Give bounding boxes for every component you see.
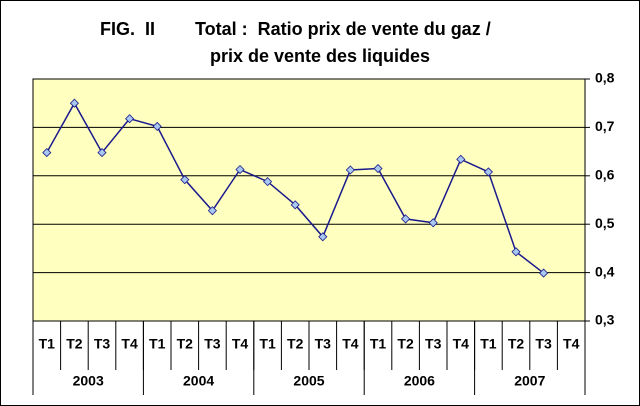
- data-point: [539, 268, 549, 278]
- data-point: [373, 163, 383, 174]
- data-point: [511, 247, 521, 257]
- x-tick-label: T2: [66, 336, 83, 352]
- x-tick-label: T4: [342, 336, 359, 352]
- x-tick-label: T4: [121, 336, 138, 352]
- year-label: 2005: [293, 373, 324, 389]
- x-tick-label: T2: [177, 336, 194, 352]
- x-tick-label: T3: [204, 336, 221, 352]
- data-point: [483, 167, 493, 177]
- plot-area: [33, 79, 585, 321]
- year-label: 2007: [514, 373, 545, 389]
- x-tick-label: T3: [425, 336, 442, 352]
- data-point: [207, 206, 217, 216]
- x-tick-label: T2: [508, 336, 525, 352]
- y-tick-label: 0,3: [595, 312, 615, 328]
- x-tick-label: T3: [535, 336, 552, 352]
- data-point: [97, 148, 107, 158]
- y-tick-label: 0,5: [595, 215, 615, 231]
- year-label: 2004: [183, 373, 214, 389]
- chart-title: prix de vente des liquides: [210, 46, 430, 66]
- y-tick-label: 0,4: [595, 263, 615, 279]
- chart-title: Total : Ratio prix de vente du gaz /: [195, 19, 491, 39]
- data-point: [69, 98, 79, 108]
- x-tick-label: T1: [370, 336, 387, 352]
- data-point: [263, 177, 273, 187]
- data-point: [125, 114, 135, 124]
- x-tick-label: T1: [39, 336, 56, 352]
- x-tick-label: T3: [315, 336, 332, 352]
- x-tick-label: T3: [94, 336, 111, 352]
- data-point: [428, 218, 438, 228]
- x-tick-label: T2: [287, 336, 304, 352]
- x-tick-label: T2: [397, 336, 414, 352]
- x-tick-label: T4: [232, 336, 249, 352]
- x-tick-label: T1: [149, 336, 166, 352]
- data-point: [152, 121, 162, 131]
- year-label: 2003: [73, 373, 104, 389]
- data-point: [180, 175, 190, 185]
- x-tick-label: T4: [453, 336, 470, 352]
- data-point: [456, 154, 466, 164]
- data-point: [290, 200, 300, 210]
- data-point: [42, 148, 52, 158]
- y-tick-label: 0,7: [595, 118, 615, 134]
- figure-label: FIG. II: [100, 19, 155, 39]
- y-tick-label: 0,6: [595, 167, 615, 183]
- year-label: 2006: [404, 373, 435, 389]
- data-point: [235, 164, 245, 175]
- x-tick-label: T1: [480, 336, 497, 352]
- x-tick-label: T1: [259, 336, 276, 352]
- data-point: [401, 214, 411, 224]
- x-tick-label: T4: [563, 336, 580, 352]
- data-point: [345, 165, 355, 175]
- data-point: [318, 232, 328, 242]
- y-tick-label: 0,8: [595, 70, 615, 86]
